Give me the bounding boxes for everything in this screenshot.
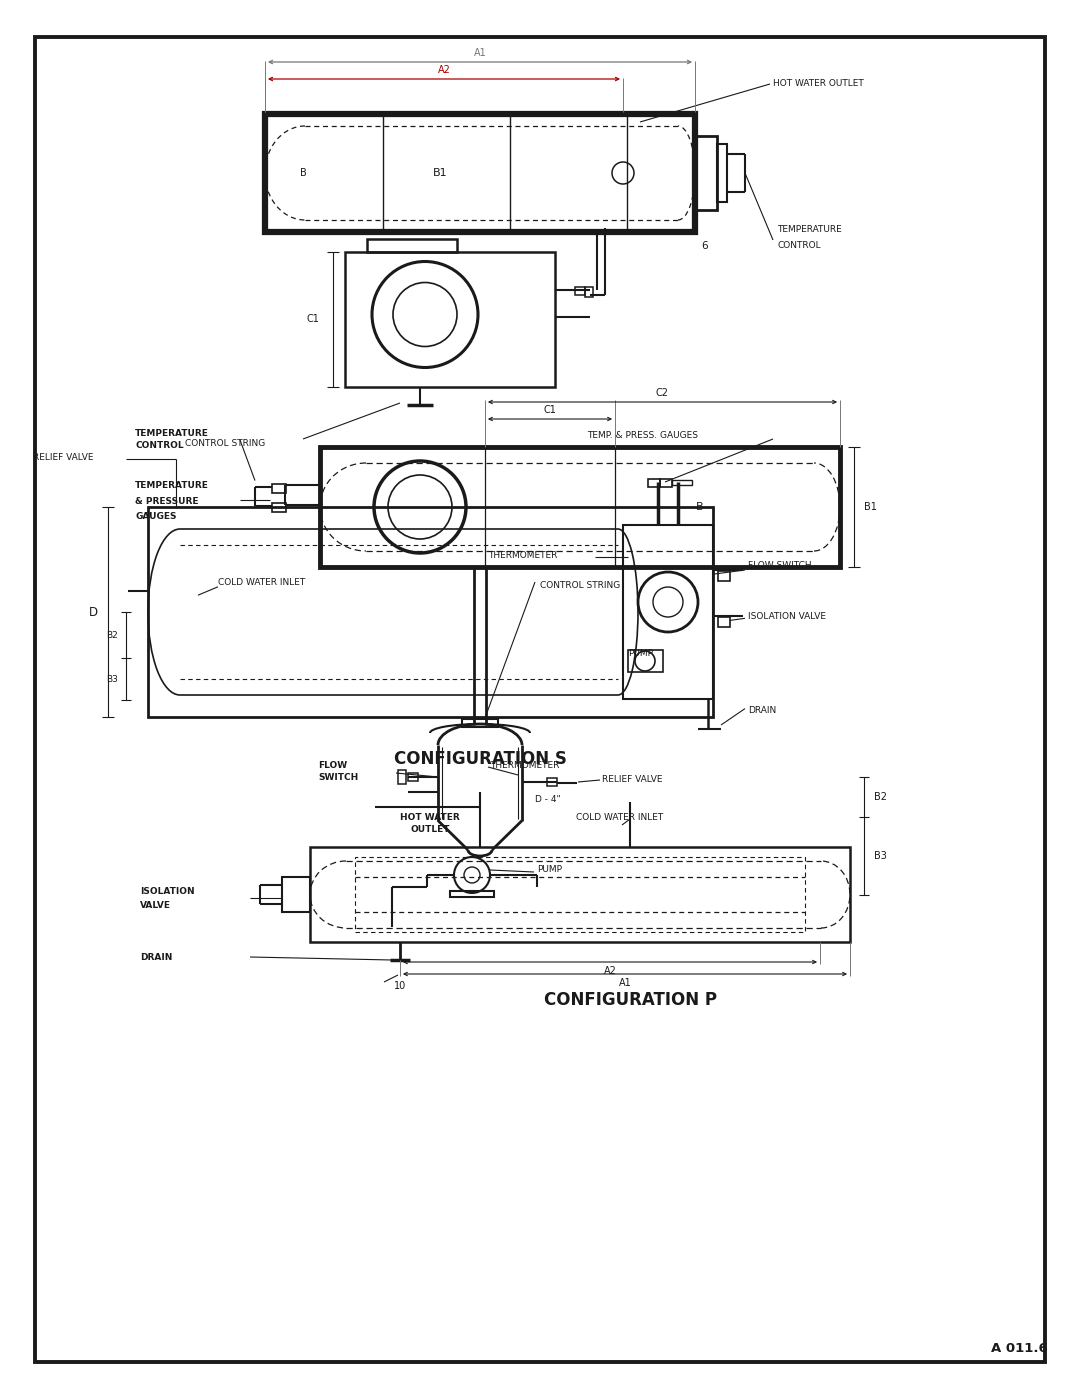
Text: A1: A1 [474, 47, 486, 59]
Text: TEMPERATURE: TEMPERATURE [135, 481, 208, 490]
Text: GAUGES: GAUGES [135, 513, 176, 521]
Bar [450, 891, 494, 897]
Bar [320, 447, 840, 567]
Text: RELIEF VALVE: RELIEF VALVE [602, 774, 662, 784]
Text: A2: A2 [437, 66, 450, 75]
Text: B: B [299, 168, 307, 177]
Bar [575, 288, 585, 295]
Bar [623, 525, 713, 698]
Bar [272, 503, 286, 511]
Bar [399, 770, 406, 784]
Bar [718, 616, 730, 627]
Text: OUTLET: OUTLET [410, 824, 449, 834]
Bar [627, 650, 663, 672]
Bar [462, 719, 498, 726]
Text: FLOW SWITCH: FLOW SWITCH [748, 562, 812, 570]
Text: CONTROL: CONTROL [777, 240, 821, 250]
Text: CONTROL STRING: CONTROL STRING [185, 439, 266, 447]
Text: C1: C1 [543, 405, 556, 415]
Text: CONTROL: CONTROL [135, 441, 184, 450]
Bar [272, 483, 286, 493]
Text: A 011.6: A 011.6 [991, 1343, 1048, 1355]
Bar [345, 251, 555, 387]
Bar [310, 847, 850, 942]
Text: THERMOMETER: THERMOMETER [490, 760, 559, 770]
Text: CONFIGURATION P: CONFIGURATION P [543, 990, 716, 1009]
Bar [585, 286, 593, 296]
Bar [367, 239, 457, 251]
Text: B3: B3 [106, 675, 118, 683]
Text: CONFIGURATION S: CONFIGURATION S [394, 750, 567, 768]
Bar [546, 778, 557, 787]
Bar [355, 856, 805, 932]
Text: 6: 6 [702, 242, 708, 251]
Text: B2: B2 [874, 792, 887, 802]
Text: HOT WATER OUTLET: HOT WATER OUTLET [773, 80, 864, 88]
Text: C2: C2 [656, 388, 669, 398]
Text: B1: B1 [433, 168, 447, 177]
Bar [408, 773, 418, 781]
Text: B3: B3 [874, 851, 887, 861]
Text: B: B [697, 502, 704, 511]
Bar [265, 115, 696, 232]
Text: B1: B1 [864, 502, 877, 511]
Text: TEMP. & PRESS. GAUGES: TEMP. & PRESS. GAUGES [588, 430, 699, 440]
Text: D: D [89, 605, 98, 619]
Text: PUMP: PUMP [537, 866, 562, 875]
Text: ISOLATION: ISOLATION [140, 887, 194, 897]
Text: DRAIN: DRAIN [748, 707, 777, 715]
Text: ISOLATION VALVE: ISOLATION VALVE [748, 612, 826, 620]
Bar [660, 479, 672, 488]
Text: D - 4": D - 4" [535, 795, 561, 803]
Text: PUMP: PUMP [627, 650, 653, 658]
Bar [282, 877, 310, 912]
Text: DRAIN: DRAIN [140, 954, 173, 963]
Text: 10: 10 [394, 981, 406, 990]
Text: TEMPERATURE: TEMPERATURE [777, 225, 841, 235]
Bar [648, 479, 660, 488]
Text: HOT WATER: HOT WATER [400, 813, 460, 821]
Text: THERMOMETER: THERMOMETER [488, 550, 557, 560]
Text: A1: A1 [619, 978, 632, 988]
Text: & PRESSURE: & PRESSURE [135, 496, 199, 506]
Text: A2: A2 [604, 965, 617, 977]
Text: FLOW: FLOW [318, 760, 347, 770]
Bar [696, 136, 717, 210]
Text: TEMPERATURE: TEMPERATURE [135, 429, 208, 437]
Bar [672, 481, 692, 485]
Bar [718, 570, 730, 581]
Text: RELIEF VALVE: RELIEF VALVE [33, 453, 94, 461]
Text: SWITCH: SWITCH [318, 774, 359, 782]
Text: B2: B2 [106, 630, 118, 640]
Bar [717, 144, 727, 203]
Text: VALVE: VALVE [140, 901, 171, 909]
Bar [148, 507, 713, 717]
Text: COLD WATER INLET: COLD WATER INLET [218, 578, 306, 587]
Text: COLD WATER INLET: COLD WATER INLET [577, 813, 663, 821]
Text: C1: C1 [306, 314, 319, 324]
Text: CONTROL STRING: CONTROL STRING [540, 581, 620, 590]
